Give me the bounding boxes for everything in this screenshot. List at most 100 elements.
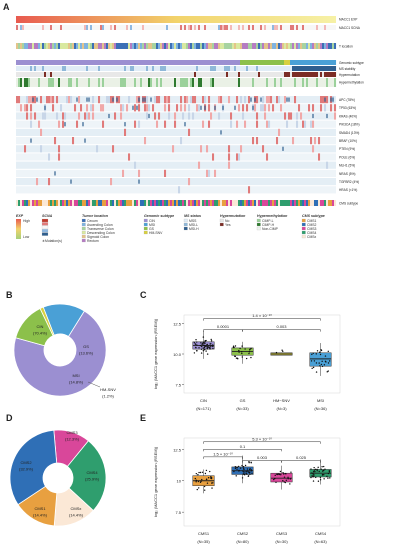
data-point xyxy=(285,473,287,475)
data-point xyxy=(318,362,320,364)
data-point xyxy=(212,347,214,350)
data-point xyxy=(327,477,329,479)
data-point xyxy=(201,471,204,473)
y-axis-label: log₂ (MACC1 gene expression (RSEM)) xyxy=(153,446,158,517)
data-point xyxy=(320,468,322,470)
data-point xyxy=(249,348,251,350)
track-label-cms: CMS subtype xyxy=(339,202,358,206)
data-point xyxy=(211,487,213,489)
data-point xyxy=(211,482,213,484)
data-point xyxy=(327,472,330,475)
data-point xyxy=(210,340,213,342)
data-point xyxy=(237,358,239,360)
gene-label-nras: NRAS (5%) xyxy=(339,172,355,176)
data-point xyxy=(324,468,326,470)
slice-percent: (70.4%) xyxy=(33,331,48,336)
data-point xyxy=(313,360,316,362)
data-point xyxy=(242,473,244,475)
data-point xyxy=(239,467,242,469)
data-point xyxy=(207,345,209,347)
data-point xyxy=(289,483,291,485)
data-point xyxy=(200,352,203,354)
data-point xyxy=(289,478,292,480)
data-point xyxy=(250,469,252,471)
data-point xyxy=(200,480,202,483)
data-point xyxy=(310,360,313,362)
track-label-exp: MACC1 EXP xyxy=(339,18,357,22)
data-point xyxy=(323,478,325,480)
data-point xyxy=(206,482,209,484)
data-point xyxy=(285,479,288,481)
data-point xyxy=(202,344,204,346)
x-tick-label: CMS4 xyxy=(315,531,327,536)
x-tick-label: CMS1 xyxy=(198,531,210,536)
data-point xyxy=(209,347,211,349)
box-cms2 xyxy=(231,455,254,484)
panel-label-d: D xyxy=(6,413,13,423)
data-point xyxy=(311,472,313,474)
box-cms4 xyxy=(309,459,332,485)
x-tick-label: CMS2 xyxy=(237,531,249,536)
data-point xyxy=(241,345,243,347)
data-point xyxy=(194,477,197,480)
legend-ms-status-item: MSI-H xyxy=(189,227,199,231)
group-count-label: (N=80) xyxy=(236,539,249,544)
legend-hypermutation-title: Hypermutation xyxy=(220,214,246,218)
data-point xyxy=(194,343,197,345)
data-point xyxy=(312,470,315,473)
data-point xyxy=(212,482,214,484)
legend-cms-subtype-item: CMS1 xyxy=(307,219,317,223)
y-axis-label: log₂ (MACC1 gene expression (RSEM)) xyxy=(153,318,158,389)
slice-label: HM-SNV xyxy=(100,387,116,392)
legend-hypermethylation-item: Non-CIMP xyxy=(262,227,279,231)
data-point xyxy=(203,489,206,491)
significance-bracket: 0.1 xyxy=(203,444,282,452)
data-point xyxy=(210,477,213,480)
data-point xyxy=(277,473,279,475)
data-point xyxy=(319,476,322,479)
data-point xyxy=(318,470,320,473)
data-point xyxy=(284,481,287,484)
slice-msi xyxy=(42,303,85,337)
ms-stability-track xyxy=(16,66,337,71)
data-point xyxy=(236,468,238,470)
data-point xyxy=(283,473,285,475)
data-point xyxy=(205,478,208,480)
data-point xyxy=(234,345,237,347)
data-point xyxy=(233,470,235,473)
data-point xyxy=(203,346,206,349)
genomic-subtype-boxplot: 7.5 10.0 12.5 log₂ (MACC1 gene expression (… xyxy=(153,313,341,411)
group-count-label: (N=3) xyxy=(276,406,287,411)
legend-ms-status-title: MS status xyxy=(184,214,201,218)
data-point xyxy=(310,468,312,470)
y-tick-label: 12.5 xyxy=(173,322,182,327)
data-point xyxy=(245,357,248,360)
data-point xyxy=(195,338,197,341)
data-point xyxy=(313,466,315,469)
slice-percent: (14.8%) xyxy=(69,380,84,385)
data-point xyxy=(328,360,331,362)
gene-label-kras: KRAS (40%) xyxy=(339,114,357,118)
slice-percent: (12.3%) xyxy=(65,437,80,442)
box-msi xyxy=(309,343,332,376)
data-point xyxy=(232,345,235,347)
data-point xyxy=(315,476,317,479)
data-point xyxy=(313,474,315,476)
data-point xyxy=(207,477,210,479)
data-point xyxy=(195,347,197,349)
data-point xyxy=(203,341,205,343)
genomic-subtype-donut-chart: CIN (70.4%) GS (13.6%) MSI (14.8%) HM-SNV (1.2%… xyxy=(13,303,116,399)
data-point xyxy=(315,353,317,355)
exp-track xyxy=(16,16,336,23)
legend-ms-status-item: MSI-L xyxy=(189,223,198,227)
legend-exp-high: High xyxy=(23,219,30,223)
data-point xyxy=(199,344,202,347)
significance-bracket: 0.003 xyxy=(242,324,321,332)
data-point xyxy=(324,360,327,362)
data-point xyxy=(282,350,284,353)
data-point xyxy=(206,353,209,355)
data-point xyxy=(315,371,318,373)
data-point xyxy=(323,364,326,366)
data-point xyxy=(243,472,245,474)
data-point xyxy=(238,349,240,352)
